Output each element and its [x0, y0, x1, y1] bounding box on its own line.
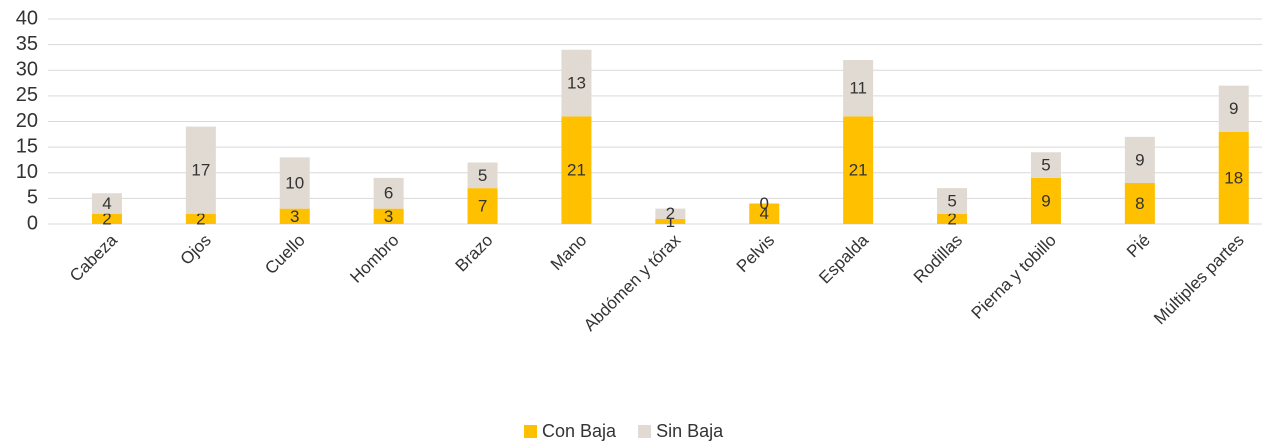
bar-segment [279, 208, 310, 224]
x-tick-label: Pié [1123, 231, 1154, 262]
value-label: 11 [849, 79, 867, 98]
bar-segment [1124, 183, 1155, 224]
value-label: 3 [384, 207, 393, 226]
value-label: 0 [760, 194, 769, 213]
value-label: 8 [1135, 194, 1144, 213]
y-tick-label: 35 [16, 33, 38, 55]
value-label: 21 [567, 161, 586, 180]
x-tick-label: Abdómen y tórax [580, 230, 685, 335]
bar-segment [749, 203, 780, 224]
bar-segment [843, 116, 874, 224]
bar-segment [91, 213, 122, 224]
value-label: 17 [191, 161, 210, 180]
x-tick-label: Pelvis [733, 231, 779, 277]
legend-label: Con Baja [542, 421, 617, 441]
y-tick-label: 0 [27, 212, 38, 234]
bar-segment [655, 208, 686, 219]
bar-segment [937, 188, 968, 214]
value-label: 5 [1041, 156, 1050, 175]
value-label: 4 [102, 194, 111, 213]
bar-segment [843, 60, 874, 117]
bar-segment [561, 49, 592, 117]
y-tick-label: 5 [27, 187, 38, 209]
value-label: 2 [666, 204, 675, 223]
value-label: 21 [849, 161, 868, 180]
bar-segment [91, 193, 122, 214]
x-tick-label: Rodillas [910, 231, 966, 287]
x-tick-label: Cuello [261, 231, 309, 279]
legend-label: Sin Baja [656, 421, 724, 441]
value-label: 5 [478, 166, 487, 185]
x-tick-label: Brazo [452, 231, 497, 276]
x-tick-label: Espalda [815, 230, 872, 287]
bar-segment [561, 116, 592, 224]
bar-segment [279, 157, 310, 209]
x-tick-label: Ojos [177, 231, 215, 269]
x-tick-label: Hombro [346, 231, 402, 287]
bar-segment [185, 126, 216, 214]
x-tick-label: Múltiples partes [1150, 231, 1248, 329]
value-label: 6 [384, 184, 393, 203]
y-tick-label: 30 [16, 59, 38, 81]
legend-swatch [638, 425, 652, 438]
bar-segment [467, 188, 498, 224]
bar-segment [1218, 131, 1249, 224]
x-tick-label: Pierna y tobillo [968, 231, 1060, 323]
value-label: 9 [1135, 150, 1144, 169]
value-label: 18 [1224, 168, 1243, 187]
legend-swatch [524, 425, 537, 438]
bar-segment [373, 177, 404, 209]
bar-segment [1218, 85, 1249, 132]
y-tick-label: 40 [16, 7, 38, 29]
x-tick-label: Cabeza [66, 230, 121, 285]
x-tick-label: Mano [547, 231, 591, 275]
bar-segment [1030, 177, 1061, 224]
y-tick-label: 20 [16, 110, 38, 132]
value-label: 1 [666, 212, 675, 231]
value-label: 2 [102, 209, 111, 228]
bar-segment [185, 213, 216, 224]
value-label: 13 [567, 74, 586, 93]
bar-segment [373, 208, 404, 224]
value-label: 7 [478, 197, 487, 216]
y-tick-label: 25 [16, 84, 38, 106]
bar-segment [1030, 152, 1061, 178]
value-label: 9 [1041, 191, 1050, 210]
value-label: 5 [947, 191, 956, 210]
bar-segment [467, 162, 498, 189]
bar-segment [1124, 136, 1155, 183]
value-label: 10 [285, 173, 304, 192]
y-tick-label: 10 [16, 161, 38, 183]
value-label: 9 [1229, 99, 1238, 118]
value-label: 3 [290, 207, 299, 226]
value-label: 2 [196, 209, 205, 228]
bar-segment [655, 218, 686, 224]
value-label: 2 [947, 209, 956, 228]
bar-segment [937, 213, 968, 224]
value-label: 4 [760, 204, 769, 223]
y-tick-label: 15 [16, 135, 38, 157]
